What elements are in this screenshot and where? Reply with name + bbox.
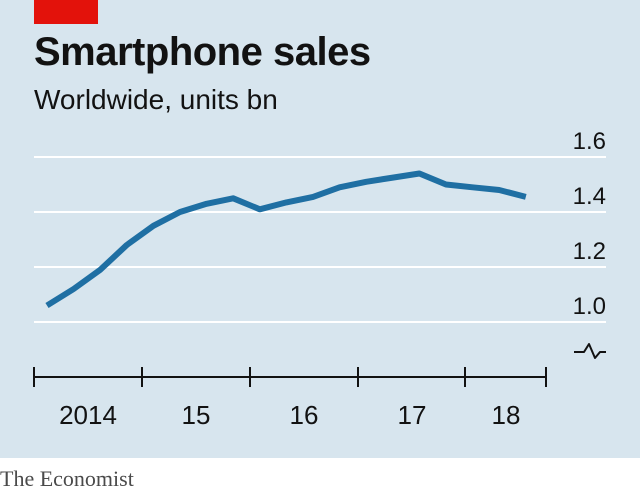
y-tick-label: 1.4 [573, 183, 606, 210]
y-tick-label: 1.2 [573, 238, 606, 265]
x-tick-label: 17 [398, 400, 427, 430]
series-line [45, 170, 527, 309]
source-label: The Economist [0, 466, 134, 491]
y-tick-label: 1.6 [573, 128, 606, 155]
x-tick-label: 2014 [59, 400, 117, 430]
axis-break-mark [574, 343, 606, 359]
gridlines [34, 156, 606, 323]
axis-break-icon [574, 343, 606, 359]
x-axis: 2014 15 16 17 18 [33, 367, 547, 430]
brand-tag [34, 0, 98, 24]
chart-panel [0, 0, 640, 458]
x-tick-label: 18 [492, 400, 521, 430]
series-line-path [45, 170, 527, 309]
line-chart: 1.6 1.4 1.2 1.0 2014 15 16 17 18 [33, 128, 606, 430]
chart-subtitle: Worldwide, units bn [34, 84, 278, 115]
chart-title: Smartphone sales [34, 30, 371, 74]
y-tick-label: 1.0 [573, 293, 606, 320]
y-tick-labels: 1.6 1.4 1.2 1.0 [573, 128, 606, 320]
x-tick-label: 16 [290, 400, 319, 430]
x-tick-label: 15 [182, 400, 211, 430]
